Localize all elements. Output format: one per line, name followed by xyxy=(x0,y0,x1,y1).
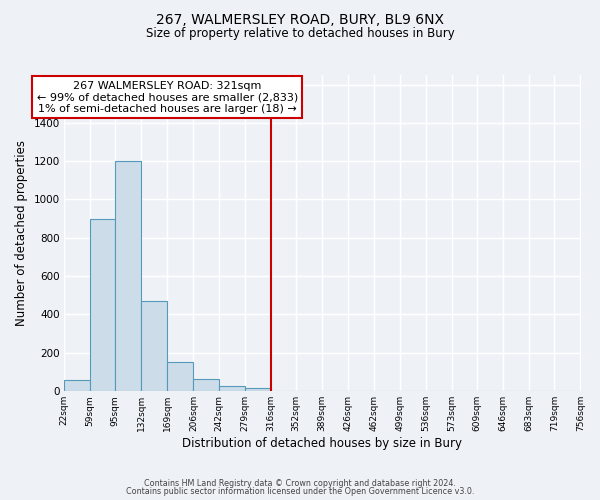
Bar xyxy=(115,161,142,391)
Text: Contains public sector information licensed under the Open Government Licence v3: Contains public sector information licen… xyxy=(126,487,474,496)
Bar xyxy=(193,380,219,391)
Bar xyxy=(90,218,115,391)
Bar xyxy=(142,301,167,391)
Bar xyxy=(167,362,193,391)
Bar xyxy=(245,388,271,391)
Y-axis label: Number of detached properties: Number of detached properties xyxy=(15,140,28,326)
Text: 267, WALMERSLEY ROAD, BURY, BL9 6NX: 267, WALMERSLEY ROAD, BURY, BL9 6NX xyxy=(156,12,444,26)
Text: Size of property relative to detached houses in Bury: Size of property relative to detached ho… xyxy=(146,28,454,40)
Bar xyxy=(219,386,245,391)
X-axis label: Distribution of detached houses by size in Bury: Distribution of detached houses by size … xyxy=(182,437,462,450)
Bar xyxy=(64,380,90,391)
Text: Contains HM Land Registry data © Crown copyright and database right 2024.: Contains HM Land Registry data © Crown c… xyxy=(144,478,456,488)
Text: 267 WALMERSLEY ROAD: 321sqm
← 99% of detached houses are smaller (2,833)
1% of s: 267 WALMERSLEY ROAD: 321sqm ← 99% of det… xyxy=(37,80,298,114)
